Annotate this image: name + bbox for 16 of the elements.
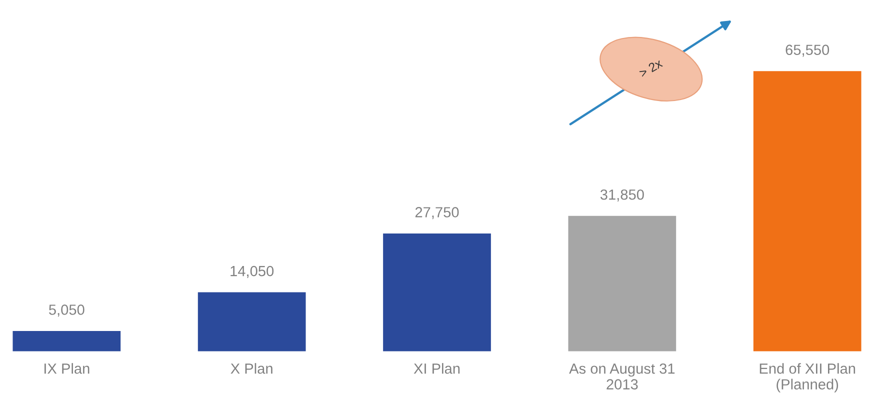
bar [196,290,308,352]
x-tick-label: X Plan [230,363,272,374]
x-tick-label: End of XII Plan (Planned) [760,363,856,392]
x-tick-label: As on August 31 2013 [569,363,675,390]
bar [11,330,122,352]
bar [382,232,492,352]
data-label: 14,050 [230,266,274,278]
data-label: 31,850 [600,189,644,202]
data-label: 65,550 [786,44,830,57]
bar [566,214,678,352]
bar [752,70,863,352]
x-tick-label: IX Plan [44,363,90,374]
x-tick-label: XI Plan [414,363,460,374]
data-label: 27,750 [415,207,459,220]
data-label: 5,050 [49,304,84,317]
annotation: > 2x [638,58,664,78]
